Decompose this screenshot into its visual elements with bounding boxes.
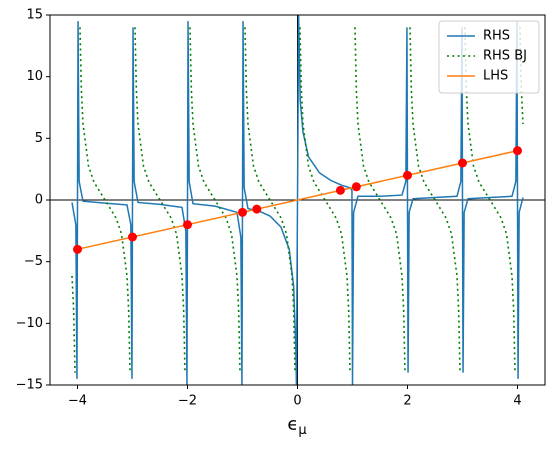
series-line <box>71 15 524 385</box>
intersection-point <box>335 185 345 195</box>
x-tick-label: 2 <box>403 394 411 409</box>
plot-area <box>71 15 524 385</box>
x-label-main: ϵ <box>287 414 298 435</box>
x-tick-label: 4 <box>513 394 521 409</box>
y-tick-label: 5 <box>35 131 43 146</box>
intersection-point <box>458 158 467 168</box>
intersection-point <box>73 244 82 254</box>
y-tick-label: 15 <box>26 8 43 23</box>
x-tick-label: 0 <box>293 394 301 409</box>
legend-label: RHS BJ <box>483 49 527 64</box>
legend-label: LHS <box>483 69 508 84</box>
y-tick-label: −15 <box>16 378 43 393</box>
intersection-point <box>403 170 412 180</box>
x-label-subscript: μ <box>298 423 306 438</box>
series-line <box>77 149 518 251</box>
plot-frame <box>49 14 546 386</box>
y-tick-label: 10 <box>26 69 43 84</box>
intersection-point <box>128 232 137 242</box>
x-axis-label: ϵμ <box>287 414 306 438</box>
intersection-point <box>252 204 262 214</box>
y-tick-label: −5 <box>24 254 43 269</box>
x-tick-label: −2 <box>178 394 197 409</box>
y-tick-label: 0 <box>35 193 43 208</box>
intersection-point <box>183 220 192 230</box>
x-tick-label: −4 <box>68 394 87 409</box>
intersection-point <box>351 182 361 192</box>
legend-box <box>438 20 540 94</box>
y-tick-label: −10 <box>16 316 43 331</box>
legend-label: RHS <box>483 29 510 44</box>
intersection-point <box>513 146 522 156</box>
intersection-point <box>238 207 247 217</box>
